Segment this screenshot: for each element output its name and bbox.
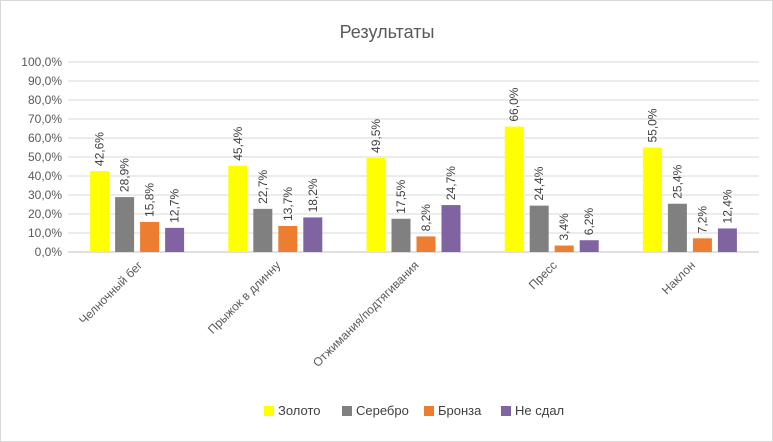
legend-label: Серебро — [356, 403, 409, 418]
bar — [554, 245, 574, 252]
bar — [504, 126, 524, 252]
y-tick-label: 90,0% — [28, 74, 62, 88]
y-tick-label: 10,0% — [28, 226, 62, 240]
bar — [140, 221, 160, 252]
bar — [228, 165, 248, 252]
bar — [692, 238, 712, 252]
data-label: 45,4% — [231, 126, 245, 160]
data-label: 42,6% — [93, 132, 107, 166]
data-label: 17,5% — [394, 179, 408, 213]
legend-swatch — [501, 406, 511, 416]
bar — [579, 240, 599, 252]
data-label: 15,8% — [143, 183, 157, 217]
data-label: 28,9% — [118, 158, 132, 192]
data-label: 22,7% — [256, 170, 270, 204]
data-label: 66,0% — [507, 87, 521, 121]
x-axis-labels: Челночный бег Прыжок в длинну Отжимания/по… — [76, 258, 698, 370]
bar — [529, 205, 549, 252]
legend: Золото Серебро Бронза Не сдал — [264, 403, 564, 418]
y-tick-label: 60,0% — [28, 131, 62, 145]
y-tick-label: 0,0% — [35, 245, 63, 259]
chart-title: Результаты — [340, 22, 435, 42]
data-label: 24,4% — [532, 166, 546, 200]
data-label: 7,2% — [695, 206, 709, 234]
y-tick-label: 100,0% — [21, 55, 62, 69]
legend-label: Золото — [278, 403, 321, 418]
legend-swatch — [264, 406, 274, 416]
data-label: 3,4% — [557, 213, 571, 241]
y-tick-label: 80,0% — [28, 93, 62, 107]
data-label: 12,4% — [720, 189, 734, 223]
x-tick-label: Отжимания/подтягивания — [310, 258, 422, 370]
data-label: 25,4% — [670, 164, 684, 198]
bar — [642, 147, 662, 252]
bar — [441, 205, 461, 252]
y-tick-label: 20,0% — [28, 207, 62, 221]
data-label: 24,7% — [444, 166, 458, 200]
data-label: 55,0% — [645, 108, 659, 142]
data-labels: 42,6% 28,9% 15,8% 12,7% 45,4% 22,7% 13,7% 18,2%… — [93, 87, 735, 240]
bar — [278, 225, 298, 252]
y-tick-label: 50,0% — [28, 150, 62, 164]
data-label: 8,2% — [419, 204, 433, 232]
x-tick-label: Челночный бег — [76, 258, 145, 327]
y-tick-label: 30,0% — [28, 188, 62, 202]
data-label: 18,2% — [306, 178, 320, 212]
data-label: 13,7% — [281, 187, 295, 221]
data-label: 12,7% — [168, 189, 182, 223]
bars — [90, 126, 737, 252]
bar — [303, 217, 323, 252]
bar — [717, 228, 737, 252]
bar — [416, 236, 436, 252]
x-tick-label: Пресс — [526, 258, 560, 292]
legend-swatch — [342, 406, 352, 416]
legend-label: Бронза — [438, 403, 482, 418]
bar — [253, 208, 273, 252]
x-tick-label: Наклон — [659, 258, 698, 297]
bar — [90, 171, 110, 252]
bar — [391, 218, 411, 252]
x-tick-label: Прыжок в длинну — [205, 258, 283, 336]
legend-swatch — [424, 406, 434, 416]
y-tick-label: 70,0% — [28, 112, 62, 126]
bar — [667, 203, 687, 252]
bar — [165, 227, 185, 252]
legend-label: Не сдал — [515, 403, 564, 418]
bar — [115, 197, 135, 252]
y-tick-label: 40,0% — [28, 169, 62, 183]
bar — [366, 157, 386, 252]
y-axis-ticks: 0,0% 10,0% 20,0% 30,0% 40,0% 50,0% 60,0% 70,0% 8… — [21, 55, 62, 259]
data-label: 49,5% — [369, 119, 383, 153]
data-label: 6,2% — [582, 208, 596, 236]
